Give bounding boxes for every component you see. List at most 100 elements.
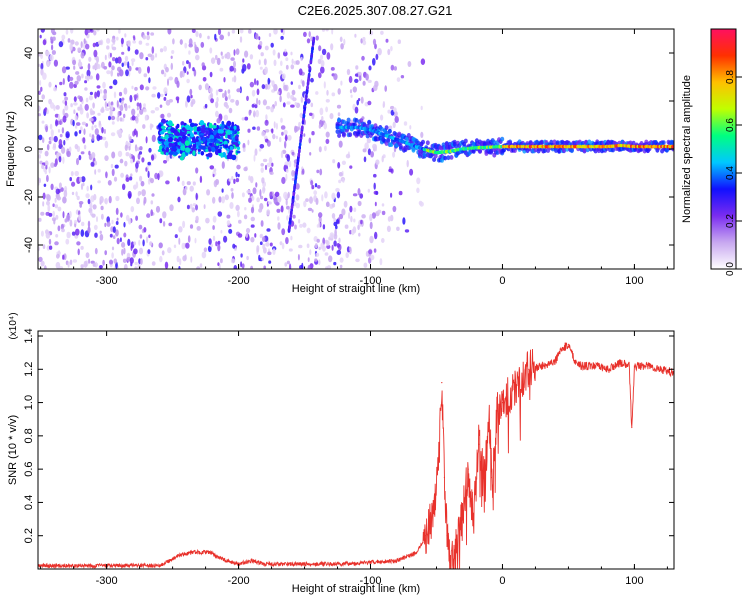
heatmap-cell <box>88 56 92 62</box>
heatmap-cell <box>74 219 78 224</box>
heatmap-cell <box>197 148 202 152</box>
heatmap-cell <box>259 189 262 197</box>
heatmap-cell <box>106 221 111 227</box>
heatmap-cell <box>387 216 391 222</box>
heatmap-cell <box>405 136 410 142</box>
heatmap-cell <box>75 228 80 236</box>
heatmap-cell <box>358 75 362 82</box>
snr-data-point <box>369 561 372 563</box>
heatmap-cell <box>55 214 59 220</box>
heatmap-cell <box>353 218 356 223</box>
heatmap-cell <box>74 80 79 85</box>
heatmap-cell <box>89 29 93 32</box>
heatmap-cell <box>38 52 42 57</box>
heatmap-cell <box>281 131 284 136</box>
heatmap-cell <box>43 183 47 187</box>
heatmap-cell <box>196 126 201 132</box>
heatmap-cell <box>274 191 280 198</box>
heatmap-cell <box>65 238 70 245</box>
heatmap-cell <box>80 41 83 49</box>
heatmap-cell <box>185 186 188 191</box>
heatmap-cell <box>178 136 182 142</box>
heatmap-cell <box>262 158 268 163</box>
heatmap-cell <box>84 87 88 91</box>
heatmap-cell <box>373 173 377 178</box>
heatmap-cell <box>83 42 86 50</box>
heatmap-cell <box>290 51 293 56</box>
heatmap-cell <box>119 237 122 243</box>
spectrogram-x-tick-label: 100 <box>625 275 643 287</box>
heatmap-cell <box>421 139 425 145</box>
heatmap-cell <box>357 200 362 207</box>
heatmap-cell <box>269 242 273 247</box>
heatmap-cell <box>167 29 172 35</box>
heatmap-cell <box>215 140 220 144</box>
heatmap-cell <box>94 124 97 128</box>
heatmap-cell <box>552 139 557 145</box>
heatmap-cell <box>305 89 309 95</box>
heatmap-cell <box>311 41 315 46</box>
heatmap-cell <box>381 210 386 216</box>
heatmap-cell <box>287 134 292 141</box>
snr-y-tick-label: 0.2 <box>23 528 35 543</box>
heatmap-cell <box>273 59 277 66</box>
heatmap-cell <box>90 161 95 167</box>
heatmap-cell <box>235 99 240 106</box>
heatmap-cell <box>367 79 372 83</box>
heatmap-cell <box>96 134 101 142</box>
heatmap-cell <box>216 96 219 103</box>
heatmap-cell <box>243 166 248 172</box>
heatmap-cell <box>232 243 236 249</box>
heatmap-cell <box>139 108 144 115</box>
heatmap-cell <box>179 258 182 266</box>
heatmap-cell <box>227 151 233 157</box>
heatmap-cell <box>73 96 77 102</box>
spectrogram-y-tick-label: 20 <box>23 95 35 107</box>
heatmap-cell <box>258 59 261 66</box>
heatmap-cell <box>259 241 263 245</box>
heatmap-cell <box>117 150 123 158</box>
spectrogram-x-tick-label: -100 <box>359 275 381 287</box>
snr-x-tick-label: -200 <box>228 575 250 587</box>
heatmap-cell <box>58 156 62 163</box>
heatmap-cell <box>240 261 243 268</box>
heatmap-cell <box>97 64 101 70</box>
heatmap-cell <box>78 214 81 221</box>
heatmap-cell <box>143 227 147 233</box>
heatmap-cell <box>212 225 215 230</box>
snr-data-point <box>416 551 418 554</box>
heatmap-cell <box>139 102 142 111</box>
heatmap-cell <box>298 244 303 249</box>
heatmap-cell <box>295 194 300 201</box>
snr-data-point <box>628 365 630 367</box>
heatmap-cell <box>151 193 155 197</box>
heatmap-cell <box>262 99 267 106</box>
heatmap-cell <box>64 218 68 223</box>
heatmap-cell <box>96 29 100 32</box>
heatmap-cell <box>77 47 82 52</box>
heatmap-cell <box>148 234 151 239</box>
heatmap-cell <box>139 146 143 151</box>
heatmap-cell <box>317 185 321 189</box>
heatmap-cell <box>92 204 97 210</box>
spectrogram-y-tick-label: -20 <box>23 189 35 205</box>
heatmap-cell <box>420 105 423 111</box>
heatmap-cell <box>322 224 326 230</box>
heatmap-cell <box>315 252 320 257</box>
heatmap-cell <box>233 49 236 56</box>
heatmap-cell <box>190 133 194 138</box>
snr-data-point <box>567 343 570 345</box>
heatmap-cell <box>339 257 344 263</box>
colorbar-tick-label: 0.0 <box>725 262 736 276</box>
heatmap-cell <box>234 135 239 140</box>
heatmap-cell <box>392 205 397 213</box>
heatmap-cell <box>143 196 147 204</box>
heatmap-cell <box>265 105 271 110</box>
heatmap-cell <box>81 73 84 79</box>
heatmap-cell <box>587 139 592 145</box>
heatmap-cell <box>284 262 288 267</box>
heatmap-cell <box>229 65 234 72</box>
heatmap-cell <box>86 75 90 82</box>
heatmap-cell <box>188 50 191 55</box>
heatmap-cell <box>103 92 107 99</box>
